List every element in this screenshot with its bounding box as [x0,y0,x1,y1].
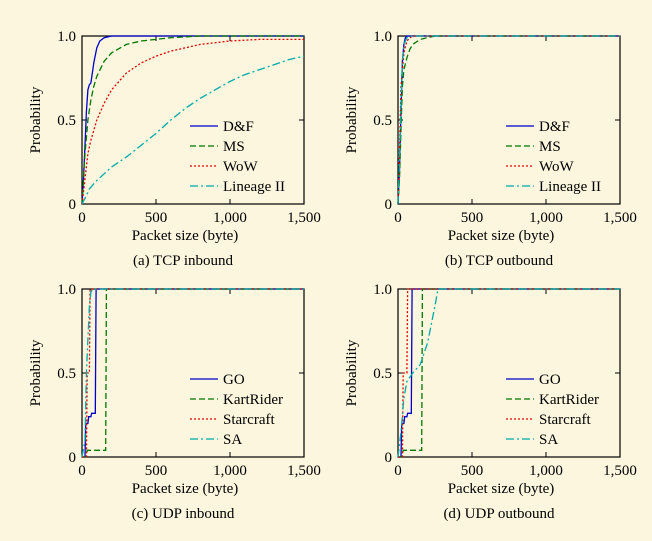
y-tick-label: 0.5 [57,113,76,129]
x-tick-label: 0 [394,210,402,226]
legend-label: GO [539,372,561,388]
x-tick-label: 1,500 [287,463,321,479]
x-tick-label: 500 [461,210,484,226]
chart-panel-3: 0 500 1,000 1,500 0 0.5 1.0 GO KartRider Starcraf… [28,282,321,522]
x-axis-label: Packet size (byte) [448,228,555,244]
legend-label: MS [539,139,561,155]
y-tick-label: 0.5 [373,113,392,129]
x-axis-label: Packet size (byte) [132,481,239,497]
legend-label: D&F [539,119,570,135]
series-line-wow [397,35,620,205]
x-tick-label: 1,000 [213,210,247,226]
y-tick-label: 0 [69,197,77,213]
series-line-lineage-ii [81,55,305,205]
x-tick-label: 1,500 [287,210,321,226]
x-tick-label: 1,000 [529,463,563,479]
chart-panel-2: 0 500 1,000 1,500 0 0.5 1.0 D&F MS WoW Lineage II P… [344,29,637,269]
y-axis-label: Probability [28,339,44,406]
x-tick-label: 0 [394,463,402,479]
plot-frame [397,288,621,458]
legend-label: SA [539,432,558,448]
y-tick-label: 0.5 [57,366,76,382]
x-tick-label: 500 [145,463,168,479]
series-line-d-f [81,35,304,205]
panel-caption: (d) UDP outbound [443,506,555,522]
x-tick-label: 1,000 [213,463,247,479]
series-line-starcraft [82,288,304,458]
legend-label: D&F [223,119,254,135]
y-axis-label: Probability [28,86,44,153]
y-tick-label: 0 [69,450,77,466]
y-axis-label: Probability [344,339,360,406]
plot-frame [81,35,305,205]
y-axis-label: Probability [344,86,360,153]
y-tick-label: 1.0 [57,282,76,298]
y-tick-label: 1.0 [57,29,76,45]
series-line-lineage-ii [397,35,620,205]
legend-label: MS [223,139,245,155]
series-line-go [398,288,620,458]
panel-caption: (a) TCP inbound [133,253,233,269]
legend-label: WoW [223,159,258,175]
legend-label: Starcraft [539,412,591,428]
x-tick-label: 1,500 [603,463,637,479]
x-axis-label: Packet size (byte) [448,481,555,497]
x-tick-label: 1,000 [529,210,563,226]
legend-label: KartRider [223,392,283,408]
legend-label: Lineage II [223,179,285,195]
y-tick-label: 1.0 [373,29,392,45]
series-line-wow [81,38,304,205]
legend-label: GO [223,372,245,388]
y-tick-label: 0.5 [373,366,392,382]
legend-label: KartRider [539,392,599,408]
legend-label: Lineage II [539,179,601,195]
panel-caption: (c) UDP inbound [132,506,235,522]
series-line-sa [81,288,304,458]
legend-label: Starcraft [223,412,275,428]
legend-label: SA [223,432,242,448]
x-tick-label: 500 [145,210,168,226]
x-tick-label: 1,500 [603,210,637,226]
chart-panel-1: 0 500 1,000 1,500 0 0.5 1.0 D&F MS WoW Lineage II P… [28,29,321,269]
series-line-sa [397,288,620,458]
x-tick-label: 500 [461,463,484,479]
series-line-ms [81,35,304,205]
y-tick-label: 1.0 [373,282,392,298]
x-tick-label: 0 [78,463,86,479]
panel-caption: (b) TCP outbound [445,253,554,269]
x-axis-label: Packet size (byte) [132,228,239,244]
plot-frame [397,35,621,205]
chart-panel-4: 0 500 1,000 1,500 0 0.5 1.0 GO KartRider Starcraf… [344,282,637,522]
y-tick-label: 0 [385,197,393,213]
plot-frame [81,288,305,458]
x-tick-label: 0 [78,210,86,226]
legend-label: WoW [539,159,574,175]
y-tick-label: 0 [385,450,393,466]
